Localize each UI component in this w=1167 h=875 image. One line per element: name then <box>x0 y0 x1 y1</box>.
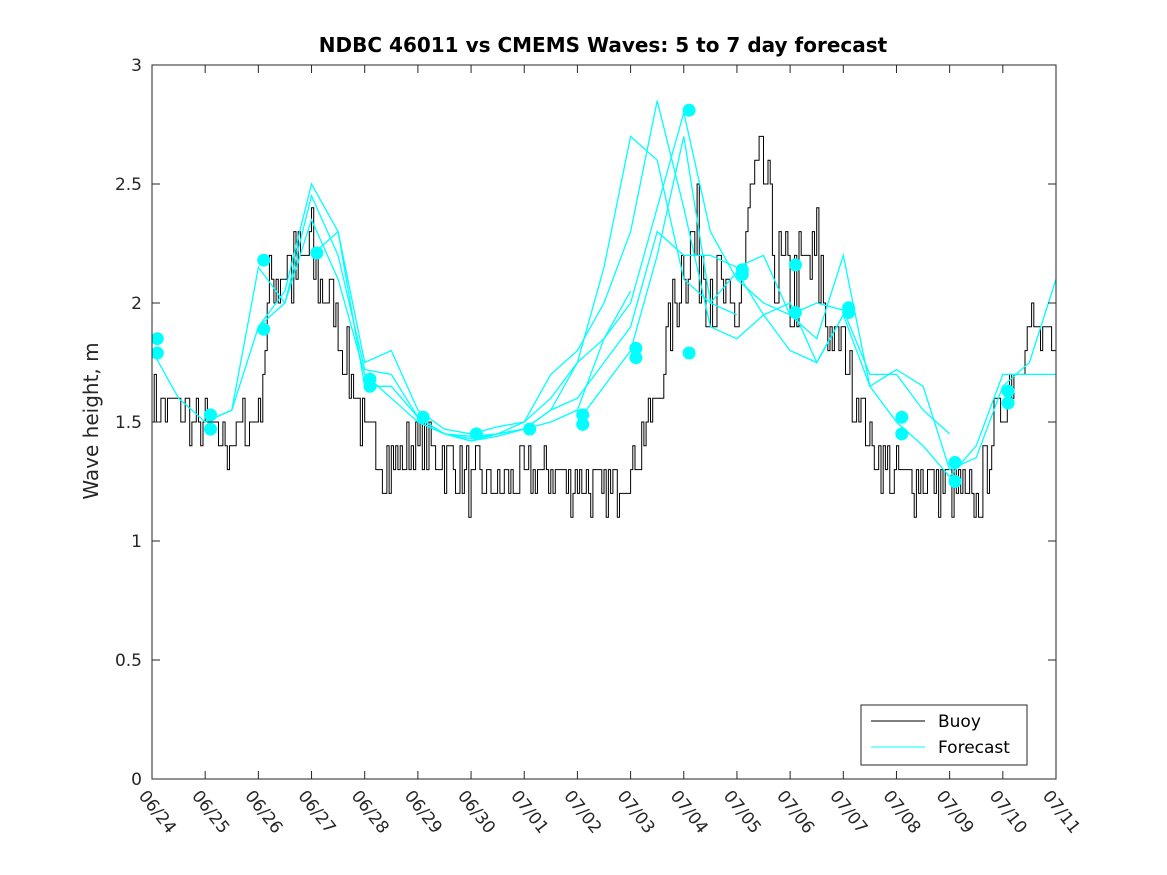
y-tick-label: 1 <box>131 532 142 552</box>
forecast-marker <box>257 253 271 267</box>
y-tick-label: 0 <box>131 770 142 790</box>
forecast-marker <box>948 475 962 488</box>
forecast-marker <box>948 456 962 469</box>
legend-buoy-label: Buoy <box>938 712 981 732</box>
forecast-marker <box>363 379 377 393</box>
forecast-marker <box>842 306 856 319</box>
forecast-marker <box>629 341 643 355</box>
forecast-marker <box>576 408 590 422</box>
forecast-marker <box>204 422 217 436</box>
forecast-marker <box>310 246 324 260</box>
legend-forecast-label: Forecast <box>938 738 1010 758</box>
forecast-marker <box>204 408 217 422</box>
y-tick-label: 1.5 <box>115 413 142 433</box>
plot-area <box>152 100 1056 518</box>
legend: Buoy Forecast <box>860 704 1028 766</box>
chart-title: NDBC 46011 vs CMEMS Waves: 5 to 7 day fo… <box>319 33 888 57</box>
forecast-marker <box>576 417 590 431</box>
forecast-marker <box>629 351 643 365</box>
forecast-marker <box>523 422 537 436</box>
y-tick-label: 2.5 <box>115 175 142 195</box>
forecast-marker <box>1001 384 1015 398</box>
forecast-marker <box>152 346 164 360</box>
y-axis-label: Wave height, m <box>79 342 103 499</box>
forecast-marker <box>735 267 749 281</box>
forecast-marker <box>788 306 802 319</box>
forecast-marker <box>257 322 271 336</box>
forecast-marker <box>1001 396 1015 410</box>
forecast-run-2 <box>204 135 738 440</box>
legend-box <box>860 704 1028 766</box>
y-tick-label: 3 <box>131 56 142 76</box>
buoy-line <box>152 135 1056 518</box>
series-group <box>152 100 1056 518</box>
forecast-marker <box>469 427 483 441</box>
forecast-marker <box>152 332 164 346</box>
forecast-run-3 <box>257 100 844 435</box>
y-tick-label: 2 <box>131 294 142 314</box>
forecast-marker <box>682 346 696 360</box>
forecast-marker <box>682 103 696 117</box>
forecast-marker <box>416 410 430 424</box>
y-tick-label: 0.5 <box>115 651 142 671</box>
forecast-marker <box>788 258 802 272</box>
forecast-marker <box>895 410 909 424</box>
forecast-marker <box>895 427 909 441</box>
forecast-run-6 <box>576 136 1056 478</box>
